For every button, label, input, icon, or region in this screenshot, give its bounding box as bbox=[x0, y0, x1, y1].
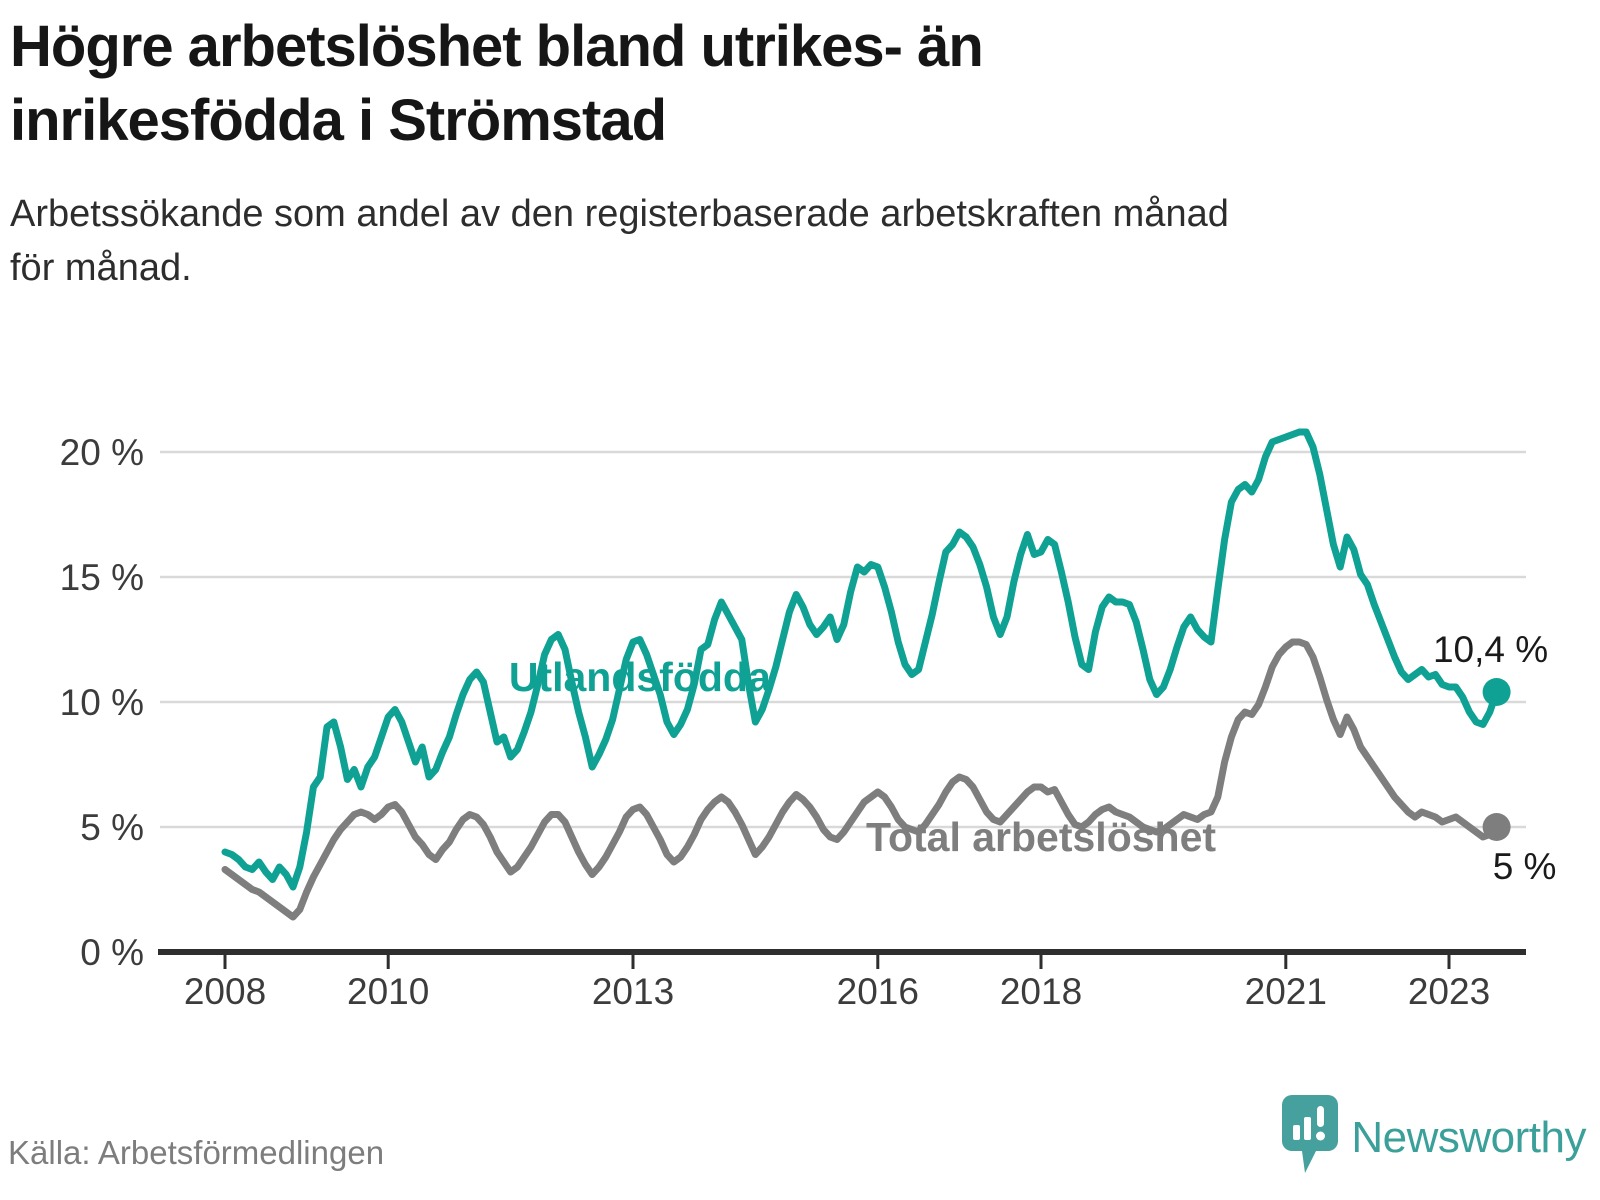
end-dot-total bbox=[1482, 813, 1511, 841]
y-tick-label-10: 10 % bbox=[60, 682, 144, 723]
chart-title: Högre arbetslöshet bland utrikes- än inr… bbox=[10, 10, 1590, 158]
y-tick-label-20: 20 % bbox=[60, 432, 144, 473]
end-dot-utlandsfodda bbox=[1482, 678, 1511, 706]
newsworthy-logo: Newsworthy bbox=[1281, 1094, 1586, 1181]
x-tick-label-2008: 2008 bbox=[184, 971, 266, 1012]
series-label-utlandsfodda: Utlandsfödda bbox=[509, 654, 772, 700]
x-tick-label-2016: 2016 bbox=[837, 971, 919, 1012]
chart-subtitle-line2: för månad. bbox=[10, 246, 192, 289]
x-tick-label-2021: 2021 bbox=[1245, 971, 1327, 1012]
chart-subtitle: Arbetssökande som andel av den registerb… bbox=[10, 188, 1590, 296]
series-label-total: Total arbetslöshet bbox=[866, 814, 1216, 860]
end-value-label-total: 5 % bbox=[1493, 846, 1557, 887]
x-tick-label-2018: 2018 bbox=[1000, 971, 1082, 1012]
y-tick-label-0: 0 % bbox=[80, 932, 144, 973]
line-chart: 0 % 5 % 10 % 15 % 20 % 2008 2010 2013 2016 2018 20… bbox=[60, 428, 1557, 1012]
chart-title-line1: Högre arbetslöshet bland utrikes- än bbox=[10, 14, 984, 79]
chart-title-line2: inrikesfödda i Strömstad bbox=[10, 88, 667, 154]
y-tick-label-15: 15 % bbox=[60, 557, 144, 598]
source-note: Källa: Arbetsförmedlingen bbox=[8, 1134, 385, 1171]
line-chart-area: 0 % 5 % 10 % 15 % 20 % 2008 2010 2013 2016 2018 20… bbox=[0, 352, 1600, 1024]
y-tick-label-5: 5 % bbox=[80, 807, 144, 848]
x-tick-label-2013: 2013 bbox=[592, 971, 674, 1012]
end-value-label-utlandsfodda: 10,4 % bbox=[1433, 629, 1548, 670]
series-line-total bbox=[221, 638, 1501, 921]
newsworthy-brand-text: Newsworthy bbox=[1351, 1112, 1586, 1162]
newsworthy-pin-icon bbox=[1281, 1094, 1339, 1181]
chart-subtitle-line1: Arbetssökande som andel av den registerb… bbox=[10, 193, 1229, 235]
x-tick-label-2023: 2023 bbox=[1408, 971, 1490, 1012]
x-tick-label-2010: 2010 bbox=[347, 971, 429, 1012]
series-line-utlandsfodda bbox=[221, 428, 1501, 891]
